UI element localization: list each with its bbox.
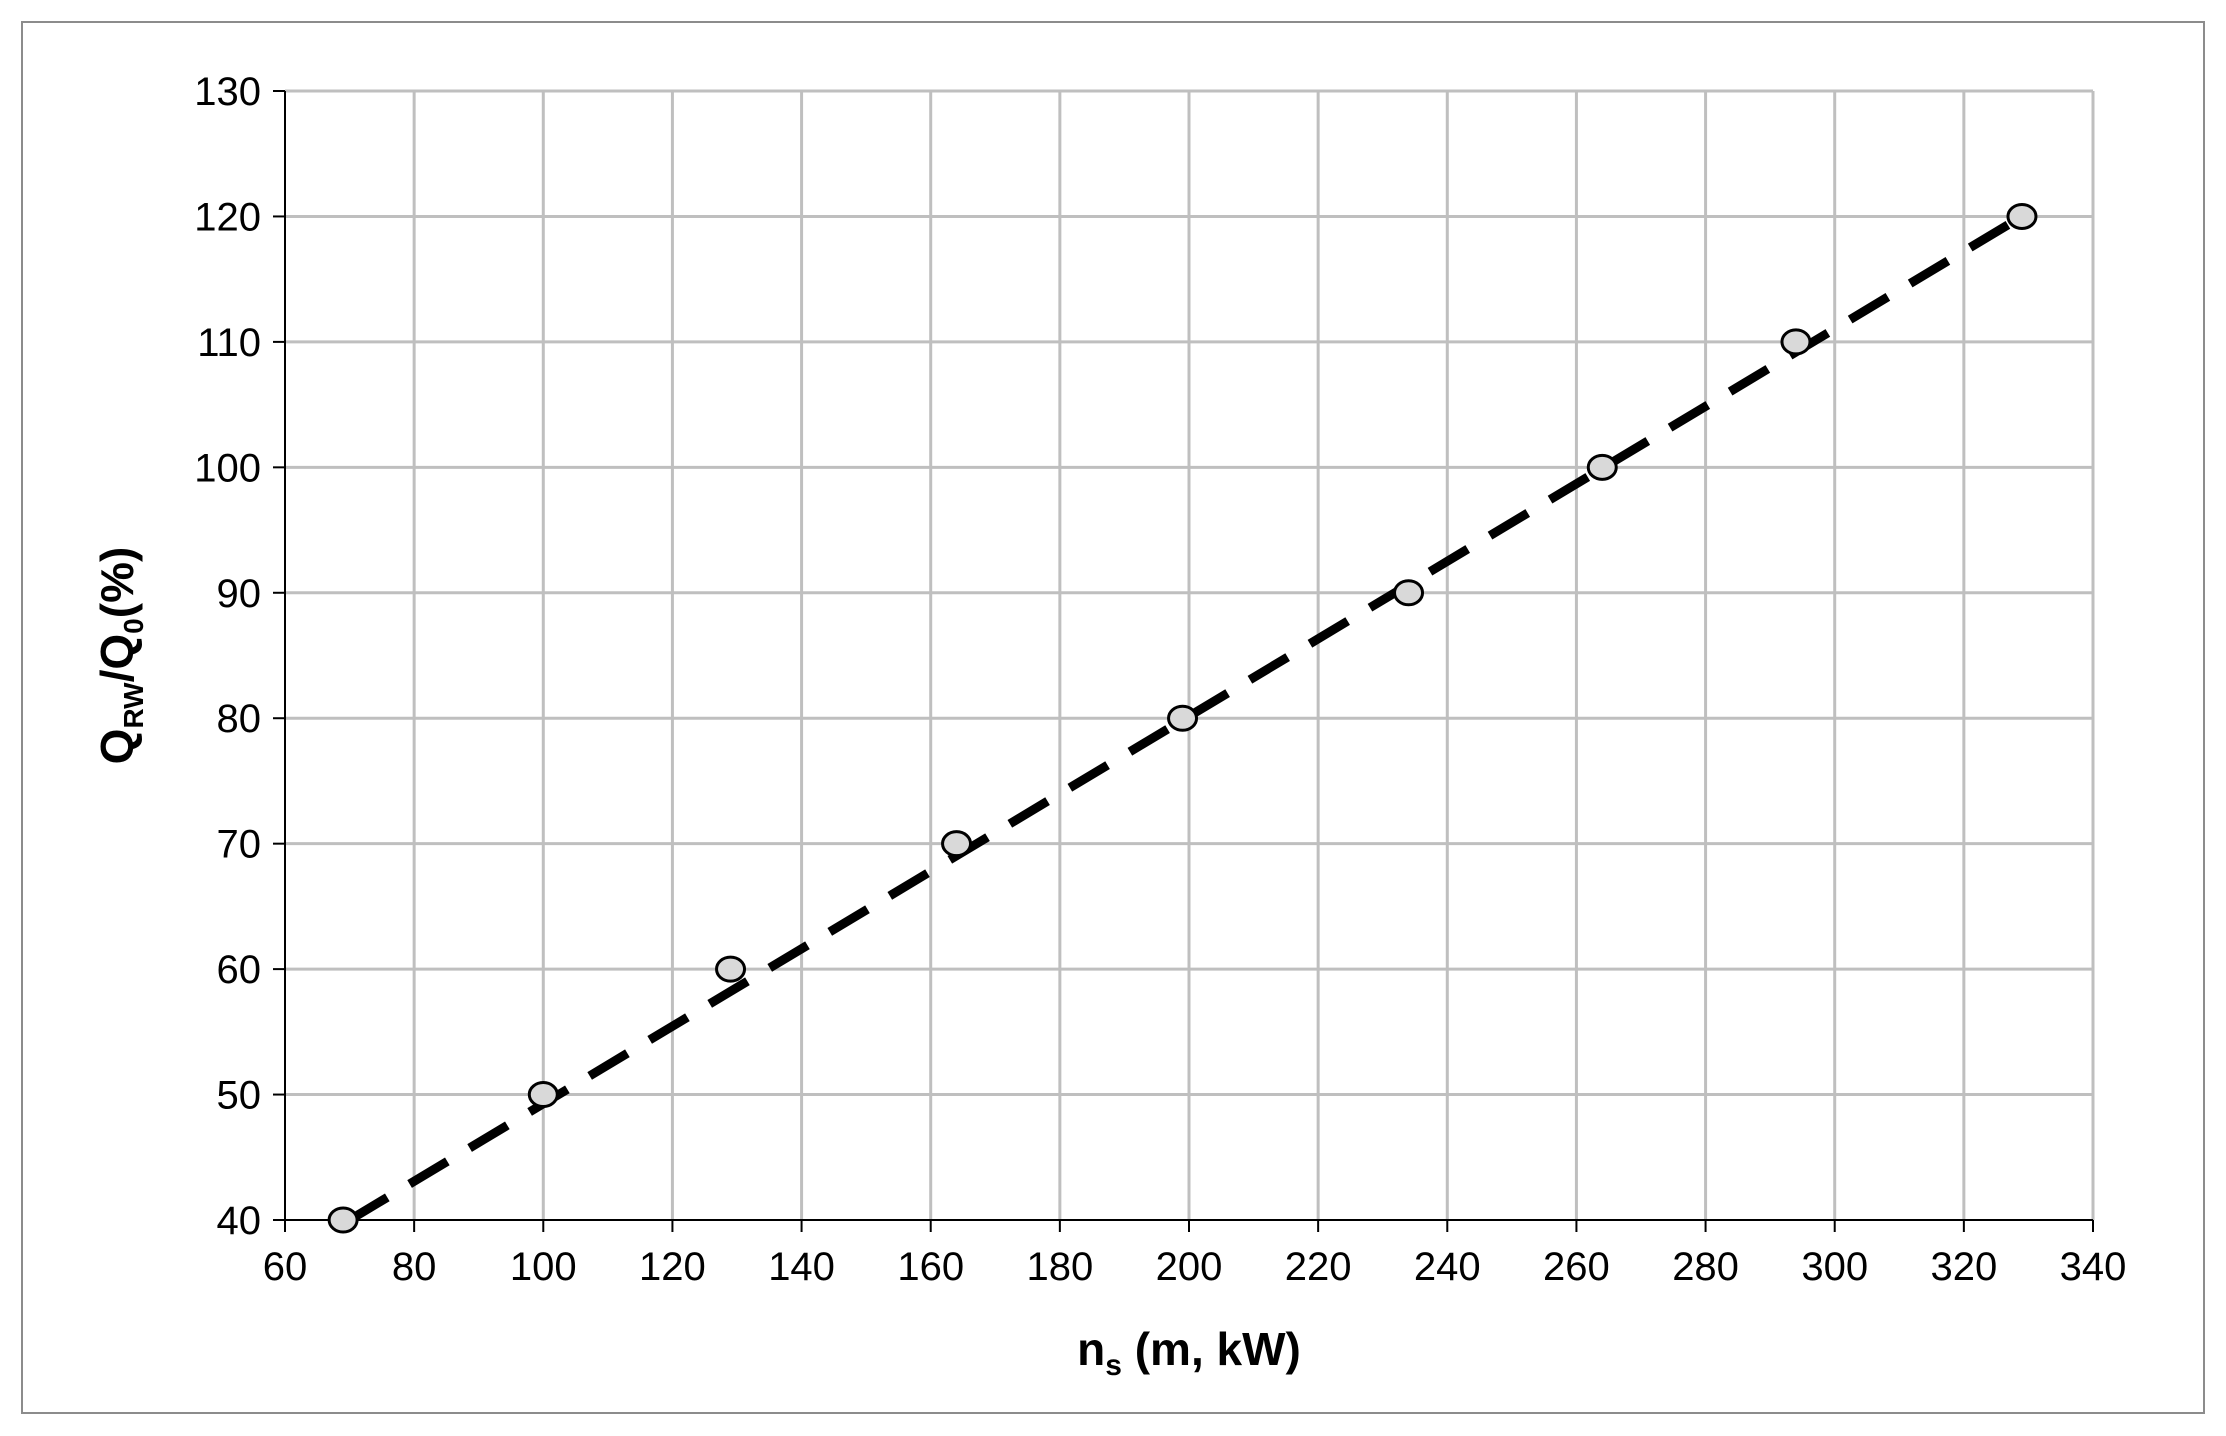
y-tick-label: 110 (197, 321, 261, 365)
y-tick-label: 90 (217, 572, 262, 616)
y-tick-label: 70 (217, 823, 262, 867)
y-tick-label: 60 (217, 948, 262, 992)
x-tick-label: 240 (1414, 1245, 1481, 1289)
x-tick-label: 260 (1543, 1245, 1610, 1289)
chart-svg: 60 80 100 120 140 160 180 200 220 240 260 280 300 320… (91, 70, 2126, 1382)
y-axis-title-rest: (%) (91, 547, 143, 619)
x-tick-label: 340 (2060, 1245, 2127, 1289)
chart-frame: 60 80 100 120 140 160 180 200 220 240 260 280 300 320… (21, 21, 2205, 1414)
axes (273, 90, 2094, 1232)
y-tick-label: 40 (217, 1199, 262, 1243)
y-axis-title-slash: / (91, 669, 143, 682)
y-tick-label: 120 (194, 195, 261, 239)
data-point (527, 1081, 559, 1109)
trendline (347, 212, 2025, 1224)
x-tick-label: 120 (639, 1245, 706, 1289)
data-point (941, 830, 973, 858)
x-tick-label: 320 (1930, 1245, 1997, 1289)
y-tick-label: 100 (194, 446, 261, 490)
grid-lines (285, 89, 2095, 1220)
y-tick-label: 80 (217, 697, 262, 741)
x-tick-label: 100 (510, 1245, 577, 1289)
y-tick-label: 50 (217, 1074, 262, 1118)
x-tick-label: 200 (1156, 1245, 1223, 1289)
y-axis-title-sub1: RW (118, 682, 149, 729)
trendline-dashed (347, 212, 2025, 1224)
tick-labels: 60 80 100 120 140 160 180 200 220 240 260 280 300 320… (194, 70, 2126, 1289)
y-tick-label: 130 (194, 70, 261, 114)
x-tick-label: 60 (263, 1245, 308, 1289)
y-axis-title-q2: Q (91, 634, 143, 670)
x-tick-label: 300 (1801, 1245, 1868, 1289)
x-tick-label: 80 (392, 1245, 437, 1289)
x-axis-title: ns (m, kW) (1077, 1323, 1301, 1382)
y-axis-title: QRW/Q0(%) (91, 547, 149, 765)
y-axis-title-q1: Q (91, 729, 143, 765)
x-tick-label: 140 (768, 1245, 835, 1289)
data-point (715, 955, 747, 983)
x-tick-label: 220 (1285, 1245, 1352, 1289)
data-point (1393, 579, 1425, 607)
x-tick-label: 280 (1672, 1245, 1739, 1289)
x-axis-title-sub: s (1105, 1349, 1122, 1382)
x-axis-title-main: n (1077, 1323, 1105, 1375)
x-axis-title-rest: (m, kW) (1122, 1323, 1301, 1375)
data-point (1586, 453, 1618, 481)
data-point (2006, 202, 2038, 230)
data-point (1167, 704, 1199, 732)
data-point (1780, 328, 1812, 356)
x-tick-label: 180 (1026, 1245, 1093, 1289)
data-point (327, 1206, 359, 1234)
data-points (327, 202, 2038, 1234)
x-tick-label: 160 (897, 1245, 964, 1289)
y-axis-title-sub2: 0 (118, 618, 149, 634)
